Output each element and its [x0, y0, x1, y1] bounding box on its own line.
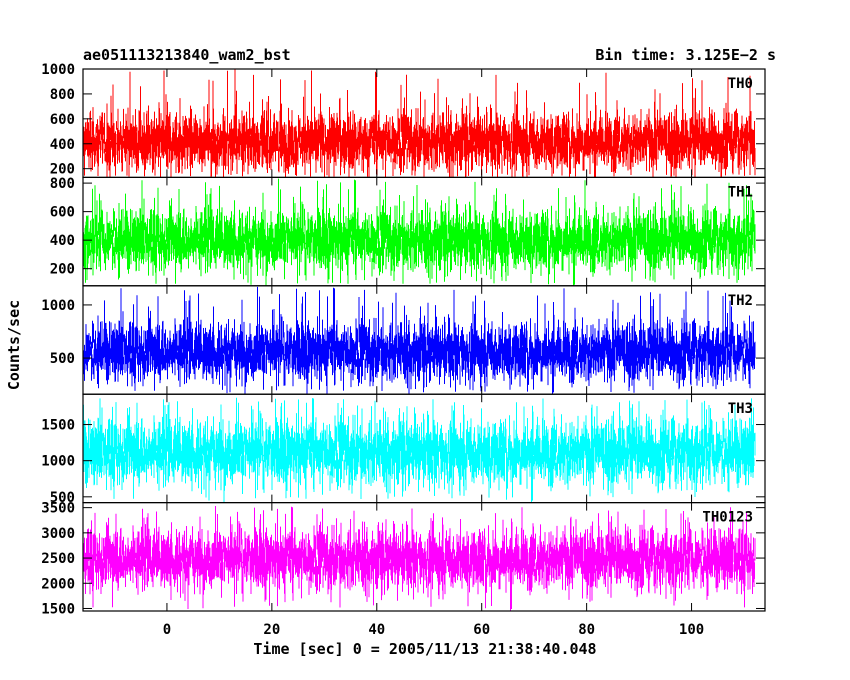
y-axis-label: Counts/sec — [5, 300, 23, 390]
x-tick-label: 60 — [473, 622, 490, 638]
panel-label-th1: TH1 — [728, 184, 753, 200]
panel-th3: 500 1000 1500 TH3 — [41, 393, 766, 506]
y-tick-label: 400 — [50, 137, 75, 153]
x-tick-label: 100 — [679, 622, 704, 638]
series-th1-line — [83, 178, 756, 286]
series-th0123-line — [83, 506, 756, 611]
series-th2-line — [83, 286, 756, 395]
panel-th1: 200 400 600 800 TH1 — [50, 176, 766, 287]
panel-th0123: 1500 2000 2500 3000 3500 TH0123 — [41, 501, 766, 617]
y-tick-label: 1500 — [41, 418, 75, 434]
series-th3-line — [83, 397, 756, 503]
series-th0-line — [83, 69, 756, 178]
y-tick-label: 600 — [50, 112, 75, 128]
x-tick-label: 40 — [368, 622, 385, 638]
x-axis-label: Time [sec] 0 = 2005/11/13 21:38:40.048 — [253, 640, 596, 658]
y-tick-label: 1000 — [41, 454, 75, 470]
x-tick-label: 20 — [263, 622, 280, 638]
y-tick-label: 3000 — [41, 526, 75, 542]
panels-group: 200 400 600 800 1000 TH0 200 400 600 800 TH1 500 100… — [41, 62, 766, 617]
y-tick-label: 200 — [50, 262, 75, 278]
y-tick-label: 500 — [50, 490, 75, 506]
panel-th0: 200 400 600 800 1000 TH0 — [41, 62, 766, 179]
y-tick-label: 1500 — [41, 601, 75, 617]
x-tick-label: 80 — [578, 622, 595, 638]
y-tick-label: 1000 — [41, 298, 75, 314]
y-tick-label: 600 — [50, 205, 75, 221]
chart-title-right: Bin time: 3.125E−2 s — [595, 46, 776, 64]
y-tick-label: 200 — [50, 162, 75, 178]
panel-th2: 500 1000 TH2 — [41, 285, 766, 395]
y-tick-label: 800 — [50, 87, 75, 103]
x-axis: 0 20 40 60 80 100 — [163, 622, 704, 638]
y-tick-label: 500 — [50, 351, 75, 367]
panel-label-th3: TH3 — [728, 401, 753, 417]
panel-label-th0: TH0 — [728, 76, 753, 92]
x-tick-label: 0 — [163, 622, 171, 638]
y-tick-label: 1000 — [41, 62, 75, 78]
chart-title-left: ae051113213840_wam2_bst — [83, 46, 291, 64]
y-tick-label: 2500 — [41, 551, 75, 567]
y-tick-label: 400 — [50, 233, 75, 249]
panel-frame — [82, 502, 766, 612]
y-tick-label: 2000 — [41, 576, 75, 592]
y-tick-label: 3500 — [41, 501, 75, 517]
panel-label-th2: TH2 — [728, 293, 753, 309]
panel-label-th0123: TH0123 — [702, 510, 753, 526]
y-tick-label: 800 — [50, 176, 75, 192]
